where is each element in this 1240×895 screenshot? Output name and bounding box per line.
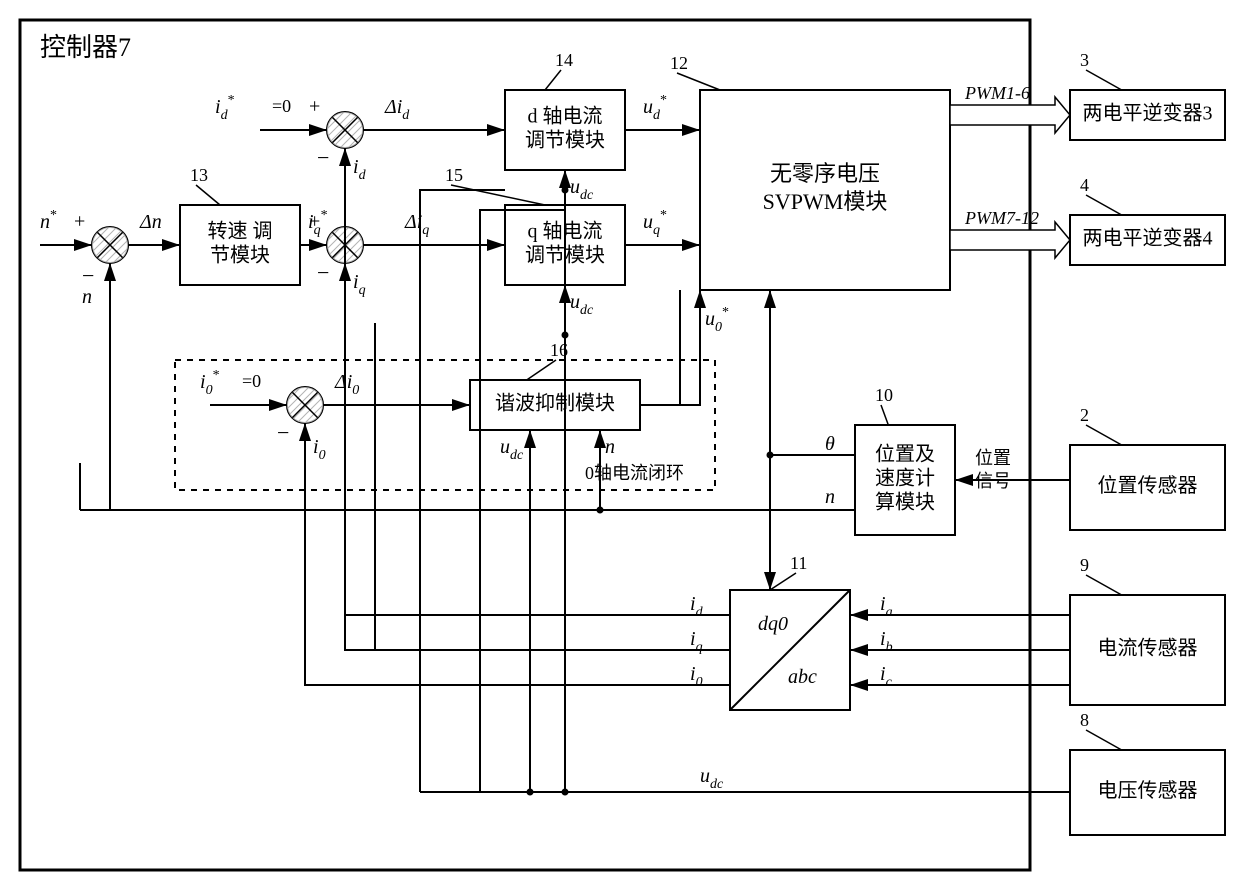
- svg-text:两电平逆变器3: 两电平逆变器3: [1083, 102, 1213, 125]
- svg-text:速度计: 速度计: [875, 467, 935, 490]
- svg-text:udc: udc: [700, 765, 724, 792]
- svg-text:iq: iq: [353, 271, 366, 298]
- svg-text:u0*: u0*: [705, 305, 729, 335]
- svg-text:n: n: [605, 436, 615, 458]
- svg-text:电流传感器: 电流传感器: [1098, 637, 1198, 660]
- svg-text:15: 15: [445, 165, 463, 185]
- svg-text:信号: 信号: [975, 471, 1011, 491]
- svg-text:=0: =0: [242, 371, 261, 391]
- svg-text:PWM7-12: PWM7-12: [964, 208, 1039, 228]
- svg-text:θ: θ: [825, 433, 835, 455]
- svg-text:13: 13: [190, 165, 208, 185]
- svg-text:8: 8: [1080, 710, 1089, 730]
- svg-text:节模块: 节模块: [210, 244, 270, 267]
- svg-text:d 轴电流: d 轴电流: [528, 105, 603, 128]
- svg-text:udc: udc: [570, 291, 594, 318]
- svg-text:Δn: Δn: [139, 211, 162, 233]
- svg-text:PWM1-6: PWM1-6: [964, 83, 1030, 103]
- svg-text:−: −: [82, 263, 94, 288]
- svg-text:+: +: [309, 211, 320, 233]
- svg-text:转速 调: 转速 调: [208, 220, 273, 243]
- svg-text:abc: abc: [788, 666, 817, 688]
- svg-text:10: 10: [875, 385, 893, 405]
- svg-text:算模块: 算模块: [875, 491, 935, 514]
- svg-text:Δi0: Δi0: [334, 371, 359, 398]
- svg-text:电压传感器: 电压传感器: [1098, 779, 1198, 802]
- svg-text:12: 12: [670, 53, 688, 73]
- svg-text:udc: udc: [570, 176, 594, 203]
- svg-text:SVPWM模块: SVPWM模块: [763, 189, 888, 214]
- svg-text:控制器7: 控制器7: [40, 33, 131, 62]
- svg-text:=0: =0: [272, 96, 291, 116]
- svg-text:−: −: [317, 260, 329, 285]
- svg-text:−: −: [317, 145, 329, 170]
- svg-text:3: 3: [1080, 50, 1089, 70]
- svg-text:−: −: [277, 420, 289, 445]
- svg-text:2: 2: [1080, 405, 1089, 425]
- svg-text:Δid: Δid: [384, 96, 410, 123]
- svg-text:id: id: [353, 156, 367, 183]
- svg-text:+: +: [74, 211, 85, 233]
- svg-text:id*: id*: [215, 93, 235, 123]
- svg-text:无零序电压: 无零序电压: [770, 161, 880, 186]
- svg-text:Δiq: Δiq: [404, 211, 429, 238]
- svg-text:9: 9: [1080, 555, 1089, 575]
- svg-text:+: +: [309, 96, 320, 118]
- svg-text:11: 11: [790, 553, 807, 573]
- svg-text:n*: n*: [40, 208, 57, 233]
- svg-text:n: n: [82, 286, 92, 308]
- svg-text:n: n: [825, 486, 835, 508]
- svg-text:udc: udc: [500, 436, 524, 463]
- svg-text:14: 14: [555, 50, 573, 70]
- svg-text:谐波抑制模块: 谐波抑制模块: [495, 392, 615, 415]
- svg-text:4: 4: [1080, 175, 1089, 195]
- svg-text:i0*: i0*: [200, 368, 220, 398]
- svg-text:位置: 位置: [975, 448, 1011, 468]
- svg-text:dq0: dq0: [758, 613, 788, 635]
- svg-text:ud*: ud*: [643, 93, 667, 123]
- svg-text:uq*: uq*: [643, 208, 667, 238]
- svg-text:位置及: 位置及: [875, 443, 935, 466]
- svg-text:i0: i0: [313, 436, 326, 463]
- svg-text:位置传感器: 位置传感器: [1098, 474, 1198, 497]
- svg-text:调节模块: 调节模块: [525, 129, 605, 152]
- svg-text:两电平逆变器4: 两电平逆变器4: [1083, 227, 1213, 250]
